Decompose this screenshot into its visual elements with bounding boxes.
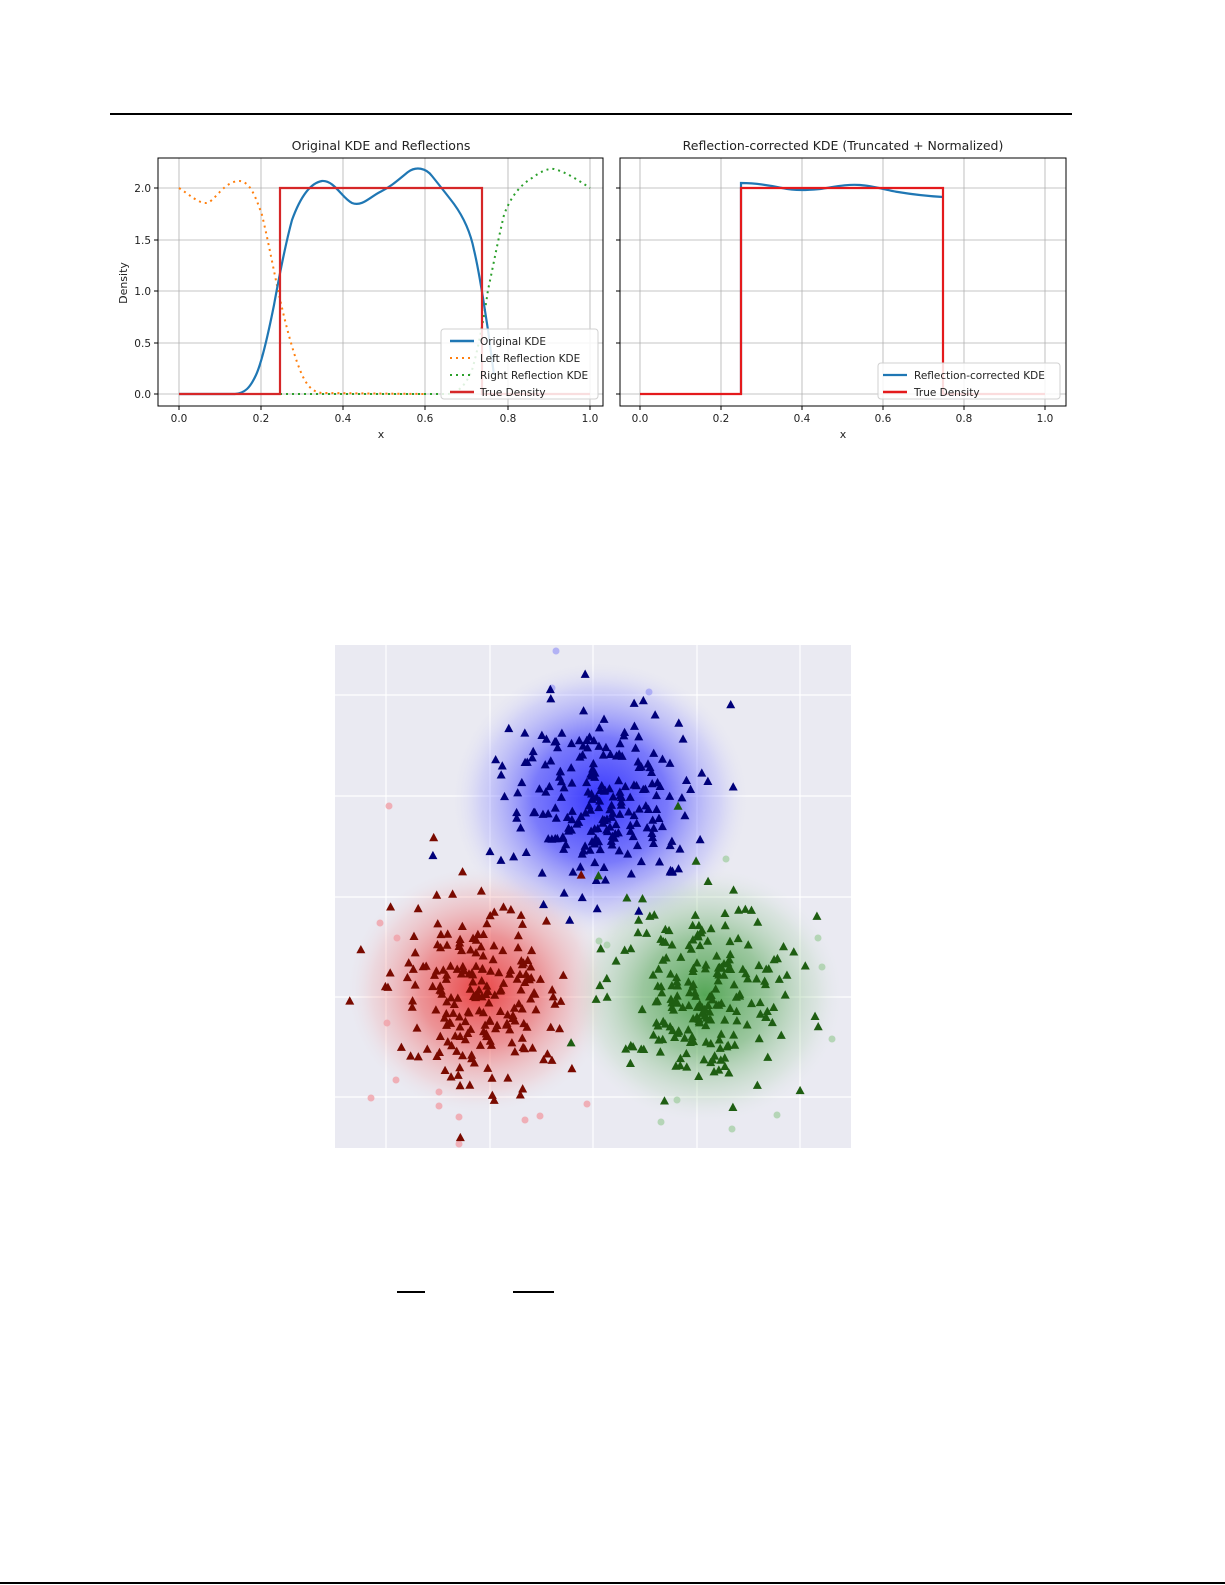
left-xtick: 0.0 xyxy=(171,413,188,425)
legend-label: Left Reflection KDE xyxy=(480,353,580,365)
top-rule xyxy=(110,113,1072,115)
reflection-corrected-kde-line xyxy=(739,181,944,394)
left-panel-title: Original KDE and Reflections xyxy=(292,138,471,153)
legend-label: Reflection-corrected KDE xyxy=(914,370,1045,382)
left-ytick: 2.0 xyxy=(134,183,151,195)
right-xtick: 0.4 xyxy=(794,413,811,425)
outlier-points xyxy=(367,647,836,1148)
right-panel: Reflection-corrected KDE (Truncated + No… xyxy=(616,138,1067,441)
right-panel-title: Reflection-corrected KDE (Truncated + No… xyxy=(683,138,1004,153)
left-xtick: 0.2 xyxy=(253,413,270,425)
left-ytick: 0.5 xyxy=(134,338,151,350)
green-class-markers xyxy=(566,801,823,1111)
left-ytick: 1.5 xyxy=(134,235,151,247)
fraction-bar-2 xyxy=(513,1291,554,1293)
left-reflection-kde-line xyxy=(178,180,426,395)
left-xtick: 0.6 xyxy=(417,413,434,425)
right-reflection-kde-line xyxy=(280,167,591,395)
left-legend: Original KDE Left Reflection KDE Right R… xyxy=(440,328,599,400)
left-ytick: 1.0 xyxy=(134,286,151,298)
original-kde-line xyxy=(179,167,496,396)
legend-label: Right Reflection KDE xyxy=(480,370,588,382)
legend-label: Original KDE xyxy=(480,336,546,348)
right-xtick: 0.0 xyxy=(632,413,649,425)
bottom-rule xyxy=(0,1582,1225,1584)
left-xtick: 1.0 xyxy=(582,413,599,425)
legend-label: True Density xyxy=(913,387,980,399)
right-xtick: 0.6 xyxy=(875,413,892,425)
scatter-figure xyxy=(335,645,851,1148)
right-axes-frame xyxy=(619,157,1067,407)
red-class-markers xyxy=(345,832,586,1142)
left-xlabel: x xyxy=(378,428,385,441)
blue-class-markers xyxy=(428,669,738,924)
left-xtick: 0.8 xyxy=(500,413,517,425)
right-xtick: 1.0 xyxy=(1037,413,1054,425)
fraction-bar-1 xyxy=(397,1291,425,1293)
green-density-shade xyxy=(565,865,845,1125)
left-axes-frame xyxy=(157,157,604,407)
legend-label: True Density xyxy=(479,387,546,399)
left-panel: Original KDE and Reflections xyxy=(117,138,604,441)
right-xtick: 0.2 xyxy=(713,413,730,425)
left-xtick: 0.4 xyxy=(335,413,352,425)
right-legend: Reflection-corrected KDE True Density xyxy=(877,362,1061,400)
left-ytick: 0.0 xyxy=(134,389,151,401)
right-xtick: 0.8 xyxy=(956,413,973,425)
kde-figure: Original KDE and Reflections xyxy=(117,138,1067,441)
right-xlabel: x xyxy=(840,428,847,441)
left-ylabel: Density xyxy=(117,262,130,304)
